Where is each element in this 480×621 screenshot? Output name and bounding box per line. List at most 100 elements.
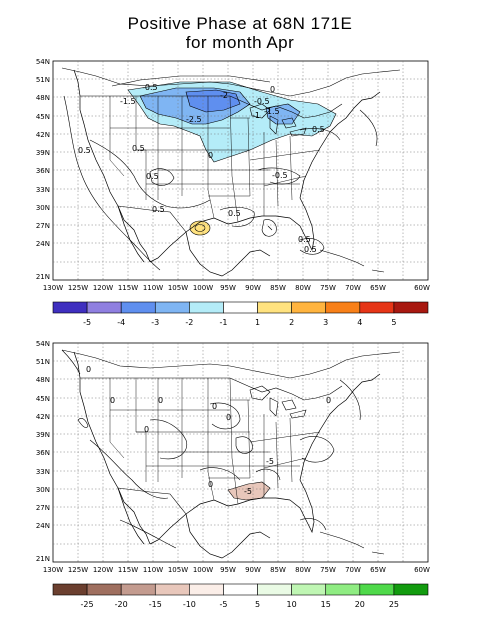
bottom-colorbar-swatch: [257, 583, 292, 596]
svg-text:90W: 90W: [245, 284, 261, 292]
svg-text:60W: 60W: [414, 566, 430, 574]
top-colorbar-tick-label: -1: [219, 318, 227, 327]
svg-text:125W: 125W: [68, 566, 88, 574]
svg-text:115W: 115W: [118, 284, 138, 292]
top-colorbar-swatch: [393, 301, 429, 314]
bottom-colorbar-tick-label: 10: [287, 600, 297, 609]
svg-text:95W: 95W: [220, 566, 236, 574]
svg-text:42N: 42N: [36, 413, 50, 421]
svg-text:30N: 30N: [36, 204, 50, 212]
top-colorbar-tick-label: -2: [185, 318, 193, 327]
svg-text:54N: 54N: [36, 340, 50, 348]
svg-text:45N: 45N: [36, 395, 50, 403]
bottom-colorbar-swatch: [393, 583, 429, 596]
bottom-colorbar-tick-label: -25: [81, 600, 94, 609]
top-colorbar-swatch: [359, 301, 395, 314]
top-colorbar-tick-label: 1: [255, 318, 260, 327]
top-colorbar-tick-label: 5: [391, 318, 396, 327]
svg-text:95W: 95W: [220, 284, 236, 292]
svg-text:120W: 120W: [93, 566, 113, 574]
bottom-gridlines: [53, 343, 428, 562]
top-contour-label: 0.5: [298, 235, 311, 244]
top-gridlines: [53, 61, 428, 280]
bottom-contours: [61, 349, 361, 549]
bottom-colorbar-tick-label: -20: [115, 600, 128, 609]
bottom-colorbar-swatch: [154, 583, 190, 596]
top-contour-label: 0.5: [132, 144, 145, 153]
svg-text:115W: 115W: [118, 566, 138, 574]
bottom-contour-label: 0: [158, 396, 163, 405]
bottom-contour-label: 0: [326, 396, 331, 405]
svg-text:36N: 36N: [36, 449, 50, 457]
bottom-colorbar-swatch: [86, 583, 122, 596]
svg-text:39N: 39N: [36, 431, 50, 439]
svg-text:54N: 54N: [36, 58, 50, 66]
bottom-contour-label: 0: [144, 425, 149, 434]
top-colorbar-tick-label: -5: [83, 318, 91, 327]
shading-minus2b: [266, 104, 300, 124]
top-contour-label: 0.5: [304, 245, 317, 254]
top-colorbar-tick-label: 4: [357, 318, 362, 327]
bottom-colorbar-swatch: [52, 583, 88, 596]
svg-text:51N: 51N: [36, 358, 50, 366]
svg-text:42N: 42N: [36, 131, 50, 139]
top-contour-label: -0.5: [272, 171, 288, 180]
svg-text:100W: 100W: [193, 566, 213, 574]
bottom-colorbar: -25 -20 -15 -10 -5 5 10 15 20 25: [52, 583, 429, 609]
top-contour-label: 0.5: [312, 125, 325, 134]
svg-text:33N: 33N: [36, 186, 50, 194]
svg-text:75W: 75W: [320, 566, 336, 574]
bottom-colorbar-swatch: [359, 583, 395, 596]
top-colorbar-tick-label: 2: [289, 318, 294, 327]
bottom-colorbar-swatch: [223, 583, 258, 596]
svg-text:125W: 125W: [68, 284, 88, 292]
svg-text:51N: 51N: [36, 76, 50, 84]
top-map-panel: -0.5 -1.5 -2 -2.5 -0.5 -1 -1.5 0.5 0.5 0…: [36, 58, 430, 292]
bottom-contour-label: -5: [244, 487, 252, 496]
top-colorbar-tick-label: -4: [117, 318, 125, 327]
top-colorbar-tick-label: 3: [323, 318, 328, 327]
bottom-colorbar-swatch: [189, 583, 224, 596]
svg-text:75W: 75W: [320, 284, 336, 292]
top-colorbar-swatch: [291, 301, 327, 314]
svg-text:130W: 130W: [43, 566, 63, 574]
bottom-lon-labels: 130W 125W 120W 115W 110W 105W 100W 95W 9…: [43, 566, 430, 574]
bottom-colorbar-swatch: [120, 583, 156, 596]
svg-text:100W: 100W: [193, 284, 213, 292]
bottom-colorbar-tick-label: 25: [389, 600, 399, 609]
svg-text:45N: 45N: [36, 113, 50, 121]
bottom-contour-label: 0: [212, 402, 217, 411]
top-contour-label: -0.5: [254, 97, 270, 106]
svg-text:27N: 27N: [36, 222, 50, 230]
svg-text:48N: 48N: [36, 94, 50, 102]
top-contour-label: -1: [252, 111, 260, 120]
svg-text:70W: 70W: [345, 284, 361, 292]
bottom-colorbar-tick-label: -5: [219, 600, 227, 609]
map-title-line1: Positive Phase at 68N 171E: [127, 14, 353, 33]
bottom-colorbar-swatch: [291, 583, 327, 596]
svg-text:80W: 80W: [295, 284, 311, 292]
svg-text:33N: 33N: [36, 468, 50, 476]
map-title-line2: for month Apr: [185, 33, 295, 52]
bottom-colorbar-tick-label: 20: [355, 600, 365, 609]
svg-text:130W: 130W: [43, 284, 63, 292]
svg-text:80W: 80W: [295, 566, 311, 574]
svg-text:90W: 90W: [245, 566, 261, 574]
top-contour-label: 0: [270, 85, 275, 94]
top-contour-label: -0.5: [142, 83, 158, 92]
top-contour-label: 0.5: [146, 172, 159, 181]
bottom-lat-labels: 54N 51N 48N 45N 42N 39N 36N 33N 30N 27N …: [36, 340, 50, 563]
bottom-contour-label: 0: [110, 396, 115, 405]
top-colorbar-swatch: [120, 301, 156, 314]
svg-text:65W: 65W: [370, 566, 386, 574]
svg-text:21N: 21N: [36, 273, 50, 281]
top-colorbar-tick-label: -3: [151, 318, 159, 327]
top-colorbar-swatch: [325, 301, 361, 314]
bottom-colorbar-swatch: [325, 583, 361, 596]
svg-text:120W: 120W: [93, 284, 113, 292]
svg-text:27N: 27N: [36, 504, 50, 512]
bottom-contour-label: 0: [86, 365, 91, 374]
svg-text:24N: 24N: [36, 240, 50, 248]
svg-text:30N: 30N: [36, 486, 50, 494]
